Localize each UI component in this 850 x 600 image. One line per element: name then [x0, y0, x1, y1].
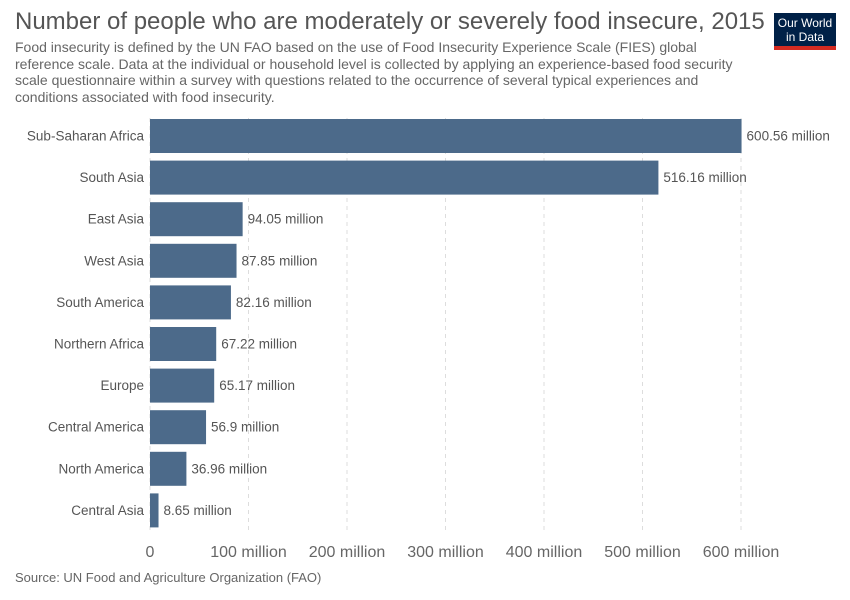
- category-label: South Asia: [79, 170, 144, 185]
- x-tick-label: 500 million: [604, 544, 680, 561]
- value-label: 65.17 million: [219, 378, 295, 393]
- x-tick-label: 600 million: [703, 544, 779, 561]
- logo-line-2: in Data: [785, 29, 825, 44]
- x-tick-label: 300 million: [407, 544, 483, 561]
- bar[interactable]: [150, 410, 207, 445]
- chart-title: Number of people who are moderately or s…: [15, 8, 765, 35]
- bar[interactable]: [150, 368, 215, 403]
- bar[interactable]: [150, 243, 237, 278]
- value-label: 94.05 million: [248, 212, 324, 227]
- category-label: Northern Africa: [54, 337, 145, 352]
- source-note: Source: UN Food and Agriculture Organiza…: [15, 570, 322, 585]
- chart-subtitle: Food insecurity is defined by the UN FAO…: [15, 39, 733, 105]
- bar[interactable]: [150, 202, 243, 237]
- bar[interactable]: [150, 119, 742, 153]
- value-label: 87.85 million: [242, 253, 318, 268]
- category-label: North America: [58, 461, 144, 476]
- value-label: 8.65 million: [164, 503, 232, 518]
- category-label: Sub-Saharan Africa: [27, 129, 145, 144]
- bar[interactable]: [150, 160, 659, 195]
- x-tick-label: 100 million: [210, 544, 286, 561]
- value-label: 56.9 million: [211, 420, 279, 435]
- value-label: 600.56 million: [747, 129, 830, 144]
- category-label: West Asia: [84, 253, 144, 268]
- x-tick-label: 400 million: [506, 544, 582, 561]
- bar[interactable]: [150, 493, 159, 528]
- bar[interactable]: [150, 327, 217, 361]
- value-label: 82.16 million: [236, 295, 312, 310]
- category-label: Europe: [100, 378, 144, 393]
- logo-line-1: Our World: [777, 15, 833, 30]
- value-label: 516.16 million: [663, 170, 746, 185]
- category-label: Central America: [48, 420, 145, 435]
- category-label: South America: [56, 295, 144, 310]
- category-label: East Asia: [88, 212, 145, 227]
- x-tick-label: 0: [146, 544, 155, 561]
- value-label: 67.22 million: [221, 337, 297, 352]
- owid-logo[interactable]: Our World in Data: [774, 13, 836, 50]
- bar[interactable]: [150, 451, 187, 486]
- value-label: 36.96 million: [191, 461, 267, 476]
- x-tick-label: 200 million: [309, 544, 385, 561]
- category-label: Central Asia: [71, 503, 144, 518]
- bar[interactable]: [150, 285, 231, 320]
